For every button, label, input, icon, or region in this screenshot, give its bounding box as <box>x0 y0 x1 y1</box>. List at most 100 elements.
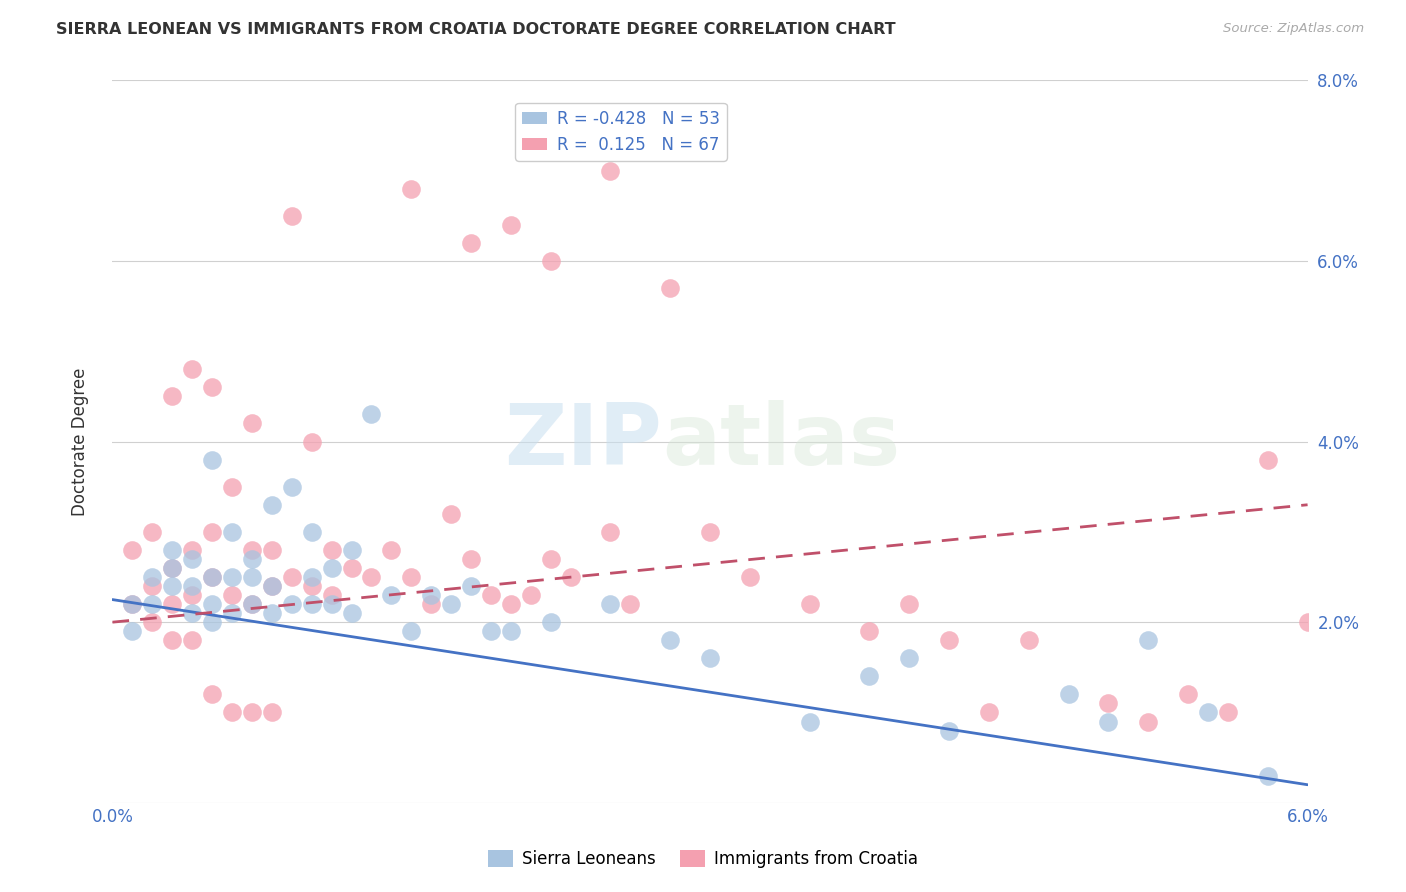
Point <box>1177 687 1199 701</box>
Point <box>1296 615 1319 630</box>
Point <box>1057 687 1080 701</box>
Point <box>499 218 522 232</box>
Point <box>1097 697 1119 711</box>
Point <box>201 597 224 611</box>
Point <box>659 633 682 648</box>
Point <box>380 542 402 557</box>
Point <box>977 706 1000 720</box>
Point <box>1097 714 1119 729</box>
Point <box>260 706 283 720</box>
Point <box>181 588 204 602</box>
Point <box>221 588 243 602</box>
Point <box>141 570 163 584</box>
Point <box>1137 714 1160 729</box>
Point <box>201 615 224 630</box>
Point <box>340 542 363 557</box>
Point <box>201 452 224 467</box>
Point <box>440 507 463 521</box>
Legend: R = -0.428   N = 53, R =  0.125   N = 67: R = -0.428 N = 53, R = 0.125 N = 67 <box>515 103 727 161</box>
Point <box>240 706 263 720</box>
Point <box>540 253 562 268</box>
Point <box>799 714 821 729</box>
Point <box>281 570 304 584</box>
Point <box>938 633 960 648</box>
Point <box>898 597 921 611</box>
Point <box>181 542 204 557</box>
Point <box>260 579 283 593</box>
Point <box>599 163 621 178</box>
Point <box>460 552 482 566</box>
Point <box>221 524 243 539</box>
Point <box>479 624 502 639</box>
Point <box>460 579 482 593</box>
Point <box>560 570 582 584</box>
Point <box>240 542 263 557</box>
Point <box>181 633 204 648</box>
Point <box>201 380 224 394</box>
Point <box>162 633 183 648</box>
Point <box>221 706 243 720</box>
Point <box>260 498 283 512</box>
Point <box>360 408 382 422</box>
Point <box>1257 452 1279 467</box>
Point <box>321 542 343 557</box>
Point <box>380 588 402 602</box>
Point <box>659 281 682 295</box>
Point <box>499 597 522 611</box>
Point <box>301 597 323 611</box>
Point <box>260 579 283 593</box>
Point <box>181 579 204 593</box>
Point <box>181 552 204 566</box>
Point <box>1257 769 1279 783</box>
Point <box>599 524 621 539</box>
Point <box>1137 633 1160 648</box>
Point <box>699 524 721 539</box>
Point <box>420 588 443 602</box>
Point <box>619 597 641 611</box>
Point <box>898 651 921 665</box>
Point <box>221 480 243 494</box>
Text: ZIP: ZIP <box>505 400 662 483</box>
Point <box>201 570 224 584</box>
Point <box>121 597 143 611</box>
Point <box>281 597 304 611</box>
Point <box>301 434 323 449</box>
Point <box>141 597 163 611</box>
Point <box>121 542 143 557</box>
Point <box>460 235 482 250</box>
Point <box>141 615 163 630</box>
Point <box>240 597 263 611</box>
Point <box>201 687 224 701</box>
Point <box>858 669 880 683</box>
Point <box>141 524 163 539</box>
Point <box>401 181 423 195</box>
Point <box>401 624 423 639</box>
Point <box>321 561 343 575</box>
Point <box>162 597 183 611</box>
Point <box>301 579 323 593</box>
Point <box>321 597 343 611</box>
Point <box>181 362 204 376</box>
Point <box>162 561 183 575</box>
Point <box>599 597 621 611</box>
Y-axis label: Doctorate Degree: Doctorate Degree <box>70 368 89 516</box>
Text: atlas: atlas <box>662 400 900 483</box>
Text: SIERRA LEONEAN VS IMMIGRANTS FROM CROATIA DOCTORATE DEGREE CORRELATION CHART: SIERRA LEONEAN VS IMMIGRANTS FROM CROATI… <box>56 22 896 37</box>
Point <box>181 606 204 620</box>
Point <box>162 561 183 575</box>
Point <box>540 615 562 630</box>
Point <box>301 570 323 584</box>
Point <box>479 588 502 602</box>
Point <box>281 480 304 494</box>
Point <box>240 570 263 584</box>
Point <box>499 624 522 639</box>
Point <box>221 570 243 584</box>
Point <box>799 597 821 611</box>
Point <box>699 651 721 665</box>
Point <box>1018 633 1040 648</box>
Legend: Sierra Leoneans, Immigrants from Croatia: Sierra Leoneans, Immigrants from Croatia <box>482 843 924 875</box>
Point <box>420 597 443 611</box>
Point <box>321 588 343 602</box>
Point <box>240 552 263 566</box>
Point <box>201 524 224 539</box>
